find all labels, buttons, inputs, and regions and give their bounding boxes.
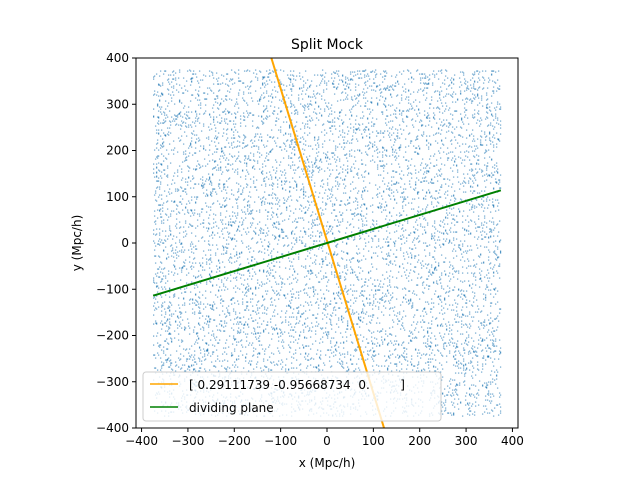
y-tick-label: −300: [96, 375, 129, 389]
legend-entry-orange: [ 0.29111739 -0.95668734 0. ]: [189, 378, 405, 392]
x-tick-label: −200: [218, 434, 251, 448]
y-axis-label: y (Mpc/h): [70, 215, 84, 272]
y-tick-label: 100: [106, 190, 129, 204]
x-tick-label: 400: [501, 434, 524, 448]
y-tick-label: −400: [96, 421, 129, 435]
y-tick-label: −100: [96, 282, 129, 296]
chart-title: Split Mock: [291, 37, 364, 53]
legend: [ 0.29111739 -0.95668734 0. ] dividing p…: [142, 371, 442, 422]
x-tick-label: 200: [408, 434, 431, 448]
y-axis-ticks: −400 −300 −200 −100 0 100 200 300 400: [96, 51, 136, 435]
dividing-plane-line: [152, 189, 502, 297]
x-tick-label: 0: [323, 434, 331, 448]
x-tick-label: −400: [125, 434, 158, 448]
x-tick-label: 300: [455, 434, 478, 448]
y-tick-label: −200: [96, 329, 129, 343]
y-tick-label: 300: [106, 97, 129, 111]
x-tick-label: 100: [362, 434, 385, 448]
legend-box: [142, 371, 442, 422]
x-axis-label: x (Mpc/h): [299, 456, 356, 470]
y-tick-label: 0: [121, 236, 129, 250]
x-axis-ticks: −400 −300 −200 −100 0 100 200 300 400: [125, 428, 524, 448]
series-lines: [152, 58, 502, 428]
x-tick-label: −100: [264, 434, 297, 448]
legend-entry-green: dividing plane: [189, 401, 274, 415]
x-tick-label: −300: [171, 434, 204, 448]
y-tick-label: 200: [106, 144, 129, 158]
y-tick-label: 400: [106, 51, 129, 65]
